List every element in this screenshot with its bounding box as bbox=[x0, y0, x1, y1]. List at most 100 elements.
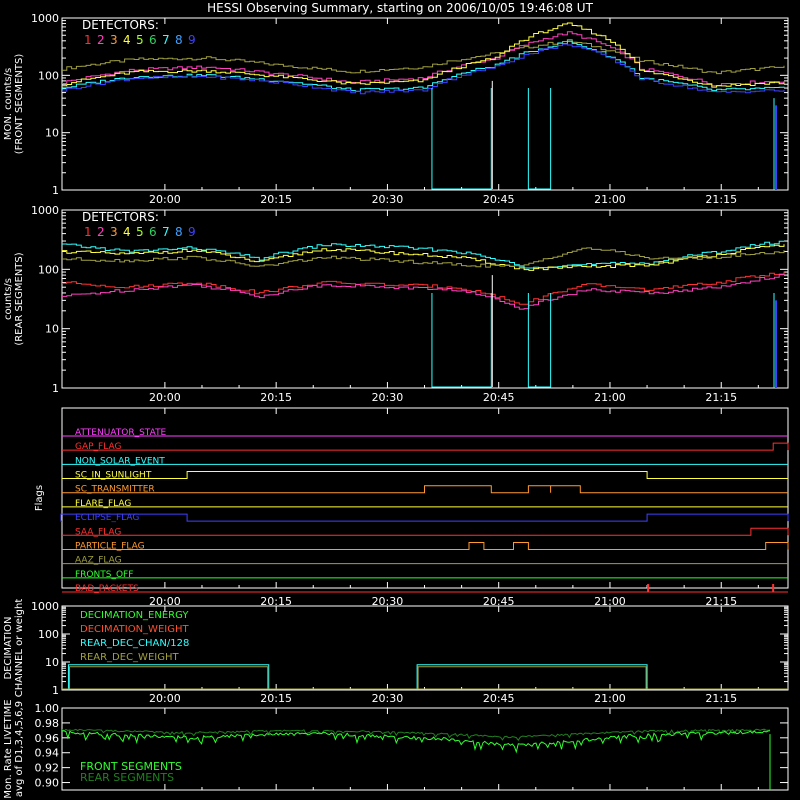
legend-detector: 8 bbox=[175, 33, 183, 47]
y-tick-label: 0.98 bbox=[35, 717, 60, 730]
x-tick-label: 20:45 bbox=[483, 193, 515, 206]
flag-line bbox=[62, 541, 789, 550]
livetime-legend: REAR SEGMENTS bbox=[80, 771, 174, 784]
series-yellow bbox=[62, 22, 785, 88]
rear-dec-weight bbox=[417, 666, 647, 689]
flag-label: PARTICLE_FLAG bbox=[75, 541, 145, 551]
x-tick-label: 20:00 bbox=[149, 193, 181, 206]
series-yellow bbox=[62, 244, 785, 271]
decimation-ylabel: CHANNEL or weight bbox=[14, 599, 25, 698]
flag-label: GAP_FLAG bbox=[75, 442, 121, 452]
flag-label: NON_SOLAR_EVENT bbox=[75, 456, 165, 466]
x-tick-label: 20:15 bbox=[260, 595, 292, 608]
series-magenta bbox=[62, 31, 785, 87]
flag-line bbox=[62, 485, 788, 494]
x-tick-label: 21:00 bbox=[594, 391, 626, 404]
rear-dec-chan bbox=[67, 664, 270, 689]
front-livetime bbox=[62, 730, 771, 754]
legend-detector: 3 bbox=[110, 225, 118, 239]
series-blue bbox=[62, 43, 785, 95]
flag-label: BAD_PACKETS bbox=[75, 584, 139, 594]
legend-detector: 9 bbox=[188, 33, 196, 47]
livetime-legend: FRONT SEGMENTS bbox=[80, 760, 182, 773]
flag-label: SC_TRANSMITTER bbox=[75, 485, 155, 495]
y-tick-label: 1 bbox=[52, 382, 59, 395]
decimation-legend: DECIMATION_ENERGY bbox=[80, 610, 189, 621]
rear-ylabel: counts/s bbox=[3, 278, 14, 320]
flag-line bbox=[62, 527, 789, 536]
flag-label: AAZ_FLAG bbox=[75, 556, 122, 566]
decimation-legend: REAR_DEC_WEIGHT bbox=[80, 652, 179, 663]
flags-ylabel: Flags bbox=[34, 485, 45, 511]
legend-detector: 7 bbox=[162, 33, 170, 47]
flag-label: ATTENUATOR_STATE bbox=[75, 428, 167, 438]
x-tick-label: 20:00 bbox=[149, 595, 181, 608]
dropout bbox=[527, 292, 552, 388]
x-tick-label: 20:00 bbox=[149, 391, 181, 404]
y-tick-label: 0.96 bbox=[35, 732, 60, 745]
series-olive bbox=[62, 247, 785, 268]
flag-line bbox=[62, 442, 789, 451]
flag-line bbox=[62, 471, 788, 480]
rear-livetime bbox=[61, 728, 771, 742]
legend-detector: 5 bbox=[136, 225, 144, 239]
figure-title: HESSI Observing Summary, starting on 200… bbox=[207, 1, 593, 15]
y-tick-label: 1000 bbox=[31, 204, 59, 217]
x-tick-label: 20:45 bbox=[483, 391, 515, 404]
x-tick-label: 21:15 bbox=[705, 692, 737, 705]
y-tick-label: 10 bbox=[45, 323, 59, 336]
legend-detector: 1 bbox=[84, 225, 92, 239]
legend-detector: 4 bbox=[123, 225, 131, 239]
flag-label: ECLIPSE_FLAG bbox=[75, 513, 139, 523]
legend-title: DETECTORS: bbox=[82, 210, 159, 224]
x-tick-label: 20:15 bbox=[260, 692, 292, 705]
legend-detector: 6 bbox=[149, 225, 157, 239]
y-tick-label: 0.90 bbox=[35, 777, 60, 790]
flag-label: SC_IN_SUNLIGHT bbox=[75, 471, 152, 481]
decimation-ylabel: DECIMATION bbox=[3, 616, 14, 679]
x-tick-label: 20:30 bbox=[372, 692, 404, 705]
flag-label: SAA_FLAG bbox=[75, 527, 121, 537]
legend-detector: 1 bbox=[84, 33, 92, 47]
decimation-legend: REAR_DEC_CHAN/128 bbox=[80, 638, 189, 649]
y-tick-label: 1.00 bbox=[35, 702, 60, 715]
flag-label: FLARE_FLAG bbox=[75, 499, 131, 509]
legend-title: DETECTORS: bbox=[82, 18, 159, 32]
rear-ylabel: (REAR SEGMENTS) bbox=[14, 252, 25, 345]
x-tick-label: 21:15 bbox=[705, 391, 737, 404]
y-tick-label: 1 bbox=[52, 684, 59, 697]
front-axes bbox=[61, 17, 789, 191]
y-tick-label: 0.92 bbox=[35, 762, 60, 775]
legend-detector: 3 bbox=[110, 33, 118, 47]
flag-line bbox=[60, 513, 789, 522]
y-tick-label: 1000 bbox=[31, 12, 59, 25]
flags-axes bbox=[61, 407, 789, 589]
x-tick-label: 20:45 bbox=[483, 595, 515, 608]
y-tick-label: 100 bbox=[38, 628, 59, 641]
y-tick-label: 10 bbox=[45, 127, 59, 140]
y-tick-label: 100 bbox=[38, 69, 59, 82]
y-tick-label: 1000 bbox=[31, 600, 59, 613]
series-olive-top bbox=[62, 39, 785, 75]
x-tick-label: 20:30 bbox=[372, 391, 404, 404]
rear-dec-chan bbox=[416, 664, 648, 689]
dropout bbox=[527, 88, 552, 190]
series-cyan bbox=[62, 240, 785, 269]
legend-detector: 2 bbox=[97, 225, 105, 239]
rear-axes bbox=[61, 209, 789, 389]
dropout bbox=[431, 88, 492, 190]
series-magenta bbox=[62, 274, 785, 310]
legend-detector: 8 bbox=[175, 225, 183, 239]
x-tick-label: 20:30 bbox=[372, 193, 404, 206]
front-ylabel: (FRONT SEGMENTS) bbox=[14, 54, 25, 155]
x-tick-label: 21:00 bbox=[594, 193, 626, 206]
x-tick-label: 20:30 bbox=[372, 595, 404, 608]
front-ylabel: MON. counts/s bbox=[3, 68, 14, 140]
dropout bbox=[431, 292, 492, 388]
x-tick-label: 21:15 bbox=[705, 193, 737, 206]
x-tick-label: 20:00 bbox=[149, 692, 181, 705]
flag-label: FRONTS_OFF bbox=[75, 570, 133, 580]
livetime-ylabel: avg of D1,3,4,5,6,9 bbox=[14, 701, 25, 797]
y-tick-label: 1 bbox=[52, 184, 59, 197]
